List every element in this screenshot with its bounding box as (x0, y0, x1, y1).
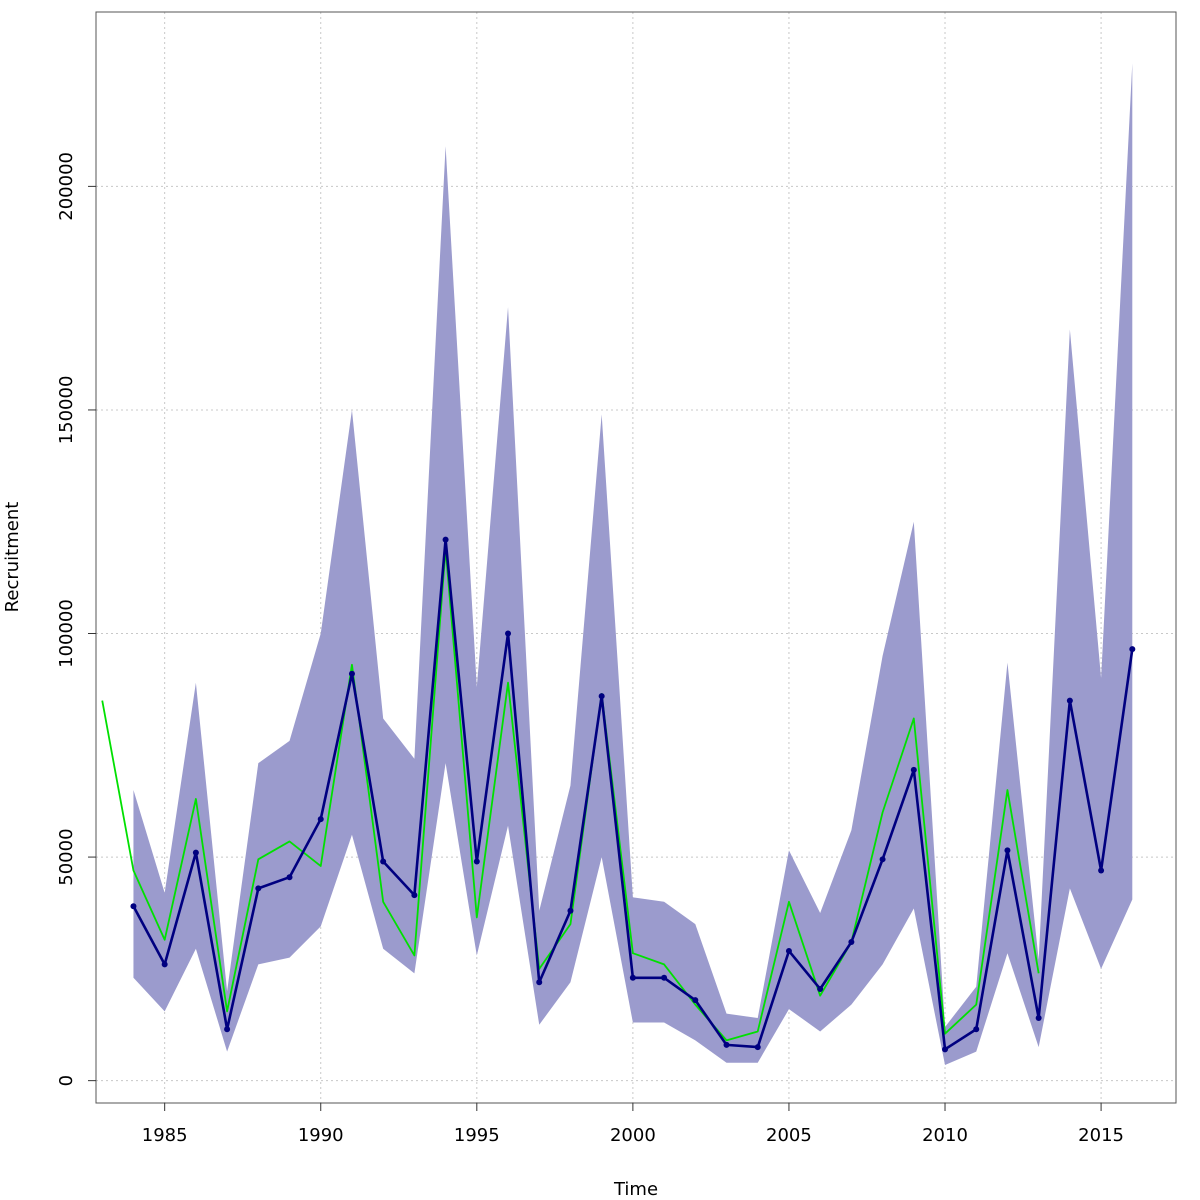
data-point (973, 1026, 980, 1033)
x-axis-title: Time (613, 1179, 658, 1200)
data-point (1035, 1015, 1042, 1022)
data-point (255, 885, 262, 892)
data-point (817, 985, 824, 992)
x-tick-label: 2015 (1078, 1125, 1124, 1146)
data-point (754, 1044, 761, 1051)
series-markers (130, 536, 1136, 1053)
data-point (723, 1041, 730, 1048)
data-point (505, 630, 512, 637)
data-point (473, 858, 480, 865)
data-point (1066, 697, 1073, 704)
y-tick-label: 50000 (56, 828, 77, 885)
data-point (598, 693, 605, 700)
x-axis-ticks: 1985 1990 1995 2000 2005 2010 2015 (142, 1103, 1124, 1146)
data-point (567, 907, 574, 914)
y-tick-label: 0 (56, 1075, 77, 1086)
x-tick-label: 1990 (298, 1125, 344, 1146)
x-tick-label: 1985 (142, 1125, 188, 1146)
data-point (1098, 867, 1105, 874)
data-point (380, 858, 387, 865)
grid-lines (96, 12, 1176, 1103)
y-tick-label: 150000 (56, 376, 77, 445)
data-point (879, 856, 886, 863)
plot-frame (95, 11, 1177, 1104)
x-tick-label: 2000 (610, 1125, 656, 1146)
data-point (130, 903, 137, 910)
data-point (411, 892, 418, 899)
data-point (942, 1046, 949, 1053)
y-axis-title: Recruitment (2, 502, 23, 613)
data-point (161, 961, 168, 968)
series-line-1 (101, 547, 1040, 1042)
data-point (785, 947, 792, 954)
data-point (910, 766, 917, 773)
data-point (848, 939, 855, 946)
data-point (348, 670, 355, 677)
data-point (192, 849, 199, 856)
data-point (286, 874, 293, 881)
data-point (629, 974, 636, 981)
data-point (442, 536, 449, 543)
data-point (536, 979, 543, 986)
x-tick-label: 2010 (922, 1125, 968, 1146)
x-tick-label: 2005 (766, 1125, 812, 1146)
data-point (224, 1026, 231, 1033)
y-axis-ticks: 0 50000 100000 150000 200000 (56, 152, 96, 1086)
x-tick-label: 1995 (454, 1125, 500, 1146)
data-point (692, 997, 699, 1004)
y-tick-label: 100000 (56, 599, 77, 668)
data-point (317, 816, 324, 823)
data-point (661, 974, 668, 981)
data-point (1129, 646, 1136, 653)
y-tick-label: 200000 (56, 152, 77, 221)
data-point (1004, 847, 1011, 854)
